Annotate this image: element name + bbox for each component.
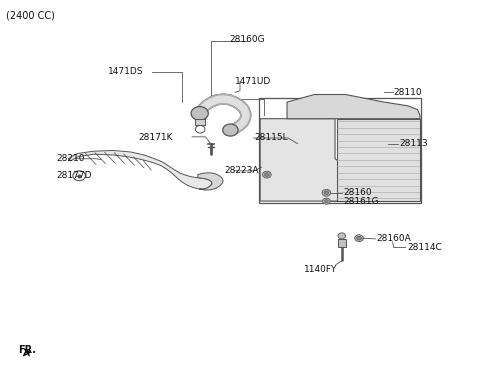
Polygon shape [260, 119, 346, 201]
Text: 28110: 28110 [394, 88, 422, 97]
Text: 28160A: 28160A [377, 234, 411, 243]
Circle shape [191, 107, 208, 120]
Bar [259, 98, 421, 203]
Text: 28114C: 28114C [407, 243, 442, 252]
Polygon shape [337, 119, 420, 201]
Text: 28177D: 28177D [57, 171, 92, 180]
Circle shape [357, 236, 361, 240]
Text: 1140FY: 1140FY [304, 265, 337, 274]
Bar [195, 119, 205, 125]
Circle shape [264, 173, 269, 177]
Text: 28171K: 28171K [138, 133, 173, 143]
Bar [338, 239, 346, 247]
Circle shape [355, 235, 363, 242]
Polygon shape [198, 173, 223, 190]
Text: FR.: FR. [18, 345, 36, 355]
Circle shape [323, 198, 330, 204]
Circle shape [338, 233, 346, 239]
Polygon shape [287, 94, 420, 119]
Text: 1471UD: 1471UD [235, 77, 272, 86]
Circle shape [324, 191, 329, 195]
Circle shape [223, 124, 238, 136]
Text: 28160: 28160 [343, 188, 372, 197]
Text: 28160G: 28160G [229, 35, 265, 44]
Text: (2400 CC): (2400 CC) [6, 11, 55, 20]
Polygon shape [68, 150, 212, 189]
Text: 28223A: 28223A [225, 166, 259, 175]
Text: 28161G: 28161G [343, 197, 379, 206]
Circle shape [324, 200, 328, 203]
Text: 28115L: 28115L [254, 133, 288, 143]
Text: 28113: 28113 [399, 139, 428, 148]
Text: 28210: 28210 [57, 154, 85, 163]
Text: 1471DS: 1471DS [108, 67, 143, 76]
Circle shape [263, 171, 271, 178]
Circle shape [322, 189, 331, 196]
